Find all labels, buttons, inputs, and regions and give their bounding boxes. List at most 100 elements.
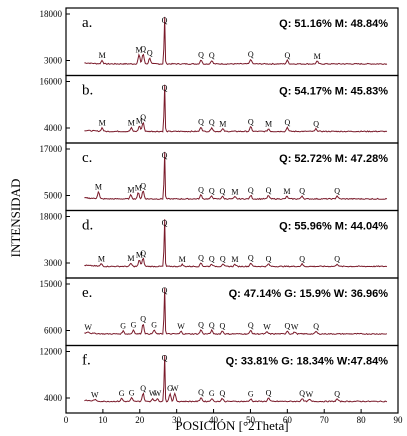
composition-label: Q: 54.17% M: 45.83% (279, 86, 388, 98)
composition-label: Q: 47.14% G: 15.9% W: 36.96% (229, 288, 389, 300)
peak-label: M (95, 182, 102, 191)
peak-label: Q (162, 16, 168, 25)
peak-label: Q (220, 389, 226, 398)
peak-label: Q (284, 321, 290, 330)
peak-label: Q (162, 219, 168, 228)
composition-label: Q: 51.16% M: 48.84% (279, 18, 388, 30)
x-tick-label: 60 (283, 415, 293, 425)
y-tick-label: 4000 (44, 393, 63, 403)
peak-label: W (263, 322, 271, 331)
peak-label: Q (162, 84, 168, 93)
peak-label: Q (248, 50, 254, 59)
panel-label: e. (82, 285, 92, 301)
peak-label: Q (209, 51, 215, 60)
peak-label: M (265, 119, 272, 128)
peak-label: Q (248, 186, 254, 195)
y-tick-label: 17000 (40, 144, 63, 154)
y-tick-label: 6000 (44, 326, 63, 336)
composition-label: Q: 52.72% M: 47.28% (279, 153, 388, 165)
peak-label: Q (334, 186, 340, 195)
y-tick-label: 18000 (40, 9, 63, 19)
peak-label: M (136, 250, 143, 259)
peak-label: W (91, 390, 99, 399)
peak-label: G (167, 384, 173, 393)
peak-label: Q (198, 50, 204, 59)
peak-label: Q (248, 117, 254, 126)
peak-label: Q (147, 48, 153, 57)
peak-label: M (99, 51, 106, 60)
peak-label: W (154, 389, 162, 398)
panel-frame (65, 344, 399, 414)
peak-label: G (151, 320, 157, 329)
peak-label: G (120, 321, 126, 330)
xrd-trace (84, 16, 388, 66)
peak-label: W (291, 322, 299, 331)
peak-label: Q (334, 254, 340, 263)
panel-label: a. (82, 15, 92, 31)
composition-label: Q: 33.81% G: 18.34% W:47.84% (226, 356, 389, 368)
peak-label: Q (198, 117, 204, 126)
peak-label: Q (198, 320, 204, 329)
peak-label: G (129, 388, 135, 397)
peak-label: M (231, 255, 238, 264)
peak-label: Q (248, 253, 254, 262)
xrd-trace (84, 151, 388, 201)
peak-label: Q (284, 51, 290, 60)
peak-label: M (135, 183, 142, 192)
peak-label: M (98, 254, 105, 263)
peak-label: Q (299, 389, 305, 398)
peak-label: G (248, 389, 254, 398)
peak-label: M (135, 45, 142, 54)
x-tick-label: 20 (135, 415, 145, 425)
peak-label: Q (220, 254, 226, 263)
peak-label: Q (140, 249, 146, 258)
peak-label: Q (266, 254, 272, 263)
y-tick-label: 5000 (44, 191, 63, 201)
panel-label: d. (82, 218, 93, 234)
x-axis-label: POSICIÓN [°2Theta] (175, 418, 288, 433)
x-tick-label: 0 (64, 415, 69, 425)
panel-label: b. (82, 83, 93, 99)
peak-label: M (127, 254, 134, 263)
peak-label: M (231, 187, 238, 196)
peak-label: Q (266, 388, 272, 397)
y-tick-label: 3000 (44, 56, 63, 66)
peak-label: Q (209, 118, 215, 127)
peak-label: Q (220, 321, 226, 330)
peak-label: Q (162, 151, 168, 160)
peak-label: Q (299, 186, 305, 195)
peak-label: M (99, 118, 106, 127)
peak-label: Q (313, 119, 319, 128)
peak-label: M (219, 119, 226, 128)
peak-label: Q (209, 321, 215, 330)
xrd-trace (84, 84, 388, 133)
x-tick-label: 80 (357, 415, 367, 425)
y-tick-label: 4000 (44, 123, 63, 133)
peak-label: M (127, 185, 134, 194)
x-tick-label: 70 (320, 415, 330, 425)
peak-label: Q (140, 181, 146, 190)
x-tick-label: 50 (246, 415, 256, 425)
peak-label: M (136, 116, 143, 125)
xrd-trace (84, 287, 388, 336)
peak-label: W (84, 323, 92, 332)
peak-label: Q (140, 314, 146, 323)
x-tick-label: 10 (98, 415, 108, 425)
panel-6: 12000 4000 f. Q: 33.81% G: 18.34% W:47.84% W… (40, 344, 399, 414)
peak-label: Q (248, 321, 254, 330)
peak-label: G (119, 389, 125, 398)
xrd-trace (84, 355, 388, 403)
peak-label: M (179, 255, 186, 264)
peak-label: Q (198, 253, 204, 262)
x-tick-label: 90 (394, 415, 404, 425)
panel-label: c. (82, 150, 92, 166)
peak-label: Q (162, 286, 168, 295)
peak-label: Q (284, 118, 290, 127)
peak-label: G (209, 389, 215, 398)
peak-label: Q (198, 388, 204, 397)
peak-label: Q (334, 389, 340, 398)
